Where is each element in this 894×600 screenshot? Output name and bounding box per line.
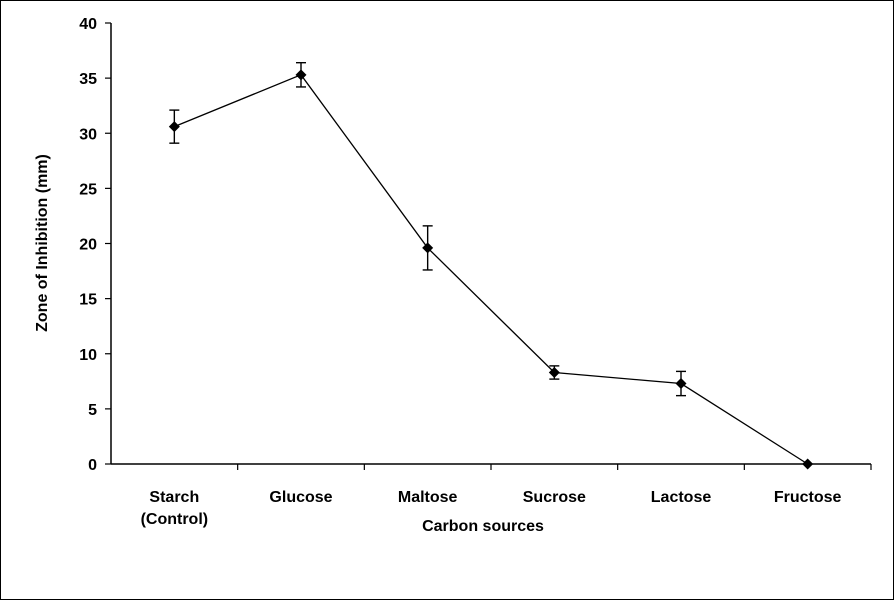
data-point-marker [548, 366, 560, 378]
y-tick-label: 25 [79, 181, 97, 198]
y-tick-label: 20 [79, 237, 97, 254]
x-tick-label: Maltose [398, 489, 458, 506]
data-point-marker [802, 458, 814, 470]
data-points [168, 69, 814, 470]
x-axis-title: Carbon sources [422, 518, 544, 535]
y-tick-label: 40 [79, 16, 97, 33]
y-tick-label: 15 [79, 292, 97, 309]
data-point-marker [422, 242, 434, 254]
x-tick-label: Glucose [269, 489, 332, 506]
data-point-marker [168, 121, 180, 133]
x-tick-label: Lactose [651, 489, 712, 506]
y-tick-label: 10 [79, 347, 97, 364]
y-tick-label: 35 [79, 71, 97, 88]
series-line [174, 74, 809, 465]
x-ticks [237, 464, 872, 470]
x-tick-labels: Starch (Control) Glucose Maltose Sucrose Lact… [141, 489, 842, 528]
x-tick-label: Starch [149, 489, 199, 506]
y-ticks: 0 5 10 15 20 25 30 35 40 [79, 16, 111, 474]
x-tick-label: Sucrose [523, 489, 586, 506]
y-axis-title: Zone of Inhibition (mm) [34, 154, 51, 332]
x-tick-label: (Control) [141, 511, 209, 528]
error-bars [169, 61, 686, 397]
y-tick-label: 0 [88, 457, 97, 474]
data-point-marker [675, 378, 687, 390]
x-tick-label: Fructose [774, 489, 842, 506]
data-point-marker [295, 69, 307, 81]
y-tick-label: 5 [88, 402, 97, 419]
y-tick-label: 30 [79, 126, 97, 143]
